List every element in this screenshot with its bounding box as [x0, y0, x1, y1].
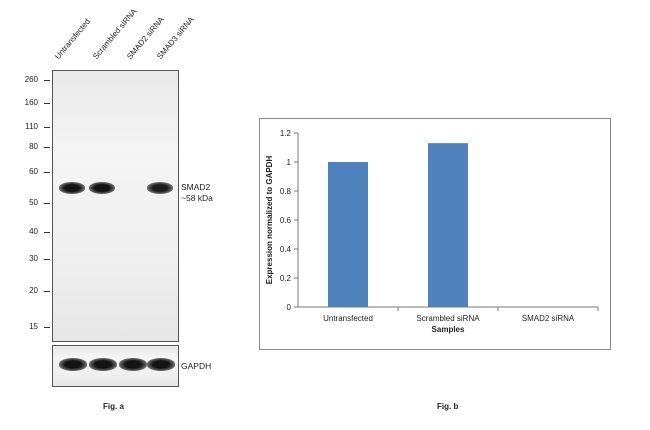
- mw-marker-tick: [44, 103, 50, 104]
- mw-marker-tick: [44, 80, 50, 81]
- mw-marker-tick: [44, 291, 50, 292]
- x-tick-label: SMAD2 siRNA: [522, 314, 575, 323]
- mw-marker-label: 260: [24, 75, 38, 84]
- mw-marker-tick: [44, 327, 50, 328]
- x-tick-label: Scrambled siRNA: [416, 314, 480, 323]
- mw-marker-tick: [44, 203, 50, 204]
- y-tick-label: 0.8: [280, 187, 292, 196]
- mw-marker-label: 160: [24, 98, 38, 107]
- mw-marker-label: 110: [25, 122, 38, 131]
- fig-a-caption: Fig. a: [103, 402, 124, 411]
- target-name: SMAD2: [181, 182, 211, 192]
- mw-marker-tick: [44, 127, 50, 128]
- mw-marker-label: 20: [29, 286, 38, 295]
- gapdh-band: [59, 358, 87, 371]
- y-tick-label: 0.6: [280, 216, 292, 225]
- mw-marker-tick: [44, 232, 50, 233]
- target-size: ~58 kDa: [181, 193, 213, 203]
- mw-marker-tick: [44, 147, 50, 148]
- bar: [428, 143, 468, 307]
- target-label: SMAD2 ~58 kDa: [181, 182, 213, 204]
- y-tick-label: 0.4: [280, 245, 292, 254]
- chart-frame: 0 0.2 0.4 0.6 0.8 1 1.2 Untransfected Scrambled …: [259, 118, 611, 350]
- gapdh-band: [119, 358, 147, 371]
- lane-label: Untransfected: [53, 17, 93, 62]
- x-tick-label: Untransfected: [323, 314, 373, 323]
- mw-marker-label: 60: [29, 167, 38, 176]
- y-axis-title: Expression normalized to GAPDH: [265, 156, 274, 285]
- bar-chart: 0 0.2 0.4 0.6 0.8 1 1.2 Untransfected Scrambled …: [265, 129, 599, 334]
- x-axis-title: Samples: [432, 325, 465, 334]
- mw-marker-tick: [44, 259, 50, 260]
- mw-marker-tick: [44, 172, 50, 173]
- fig-b-caption: Fig. b: [437, 402, 459, 411]
- smad2-band: [147, 182, 173, 194]
- smad2-blot-panel: [52, 70, 179, 342]
- mw-marker-label: 40: [29, 227, 38, 236]
- y-tick-label: 1: [287, 158, 292, 167]
- y-tick-label: 1.2: [280, 129, 292, 138]
- mw-marker-label: 30: [29, 254, 38, 263]
- gapdh-band: [147, 358, 175, 371]
- y-tick-label: 0.2: [280, 274, 292, 283]
- loading-control-label: GAPDH: [181, 361, 212, 371]
- smad2-band: [59, 182, 85, 194]
- bar: [328, 162, 368, 307]
- mw-marker-label: 80: [29, 142, 38, 151]
- mw-marker-label: 15: [29, 322, 38, 331]
- gapdh-band: [89, 358, 117, 371]
- smad2-band: [89, 182, 115, 194]
- y-tick-label: 0: [287, 303, 292, 312]
- mw-marker-label: 50: [29, 198, 38, 207]
- gapdh-blot-panel: [52, 345, 179, 387]
